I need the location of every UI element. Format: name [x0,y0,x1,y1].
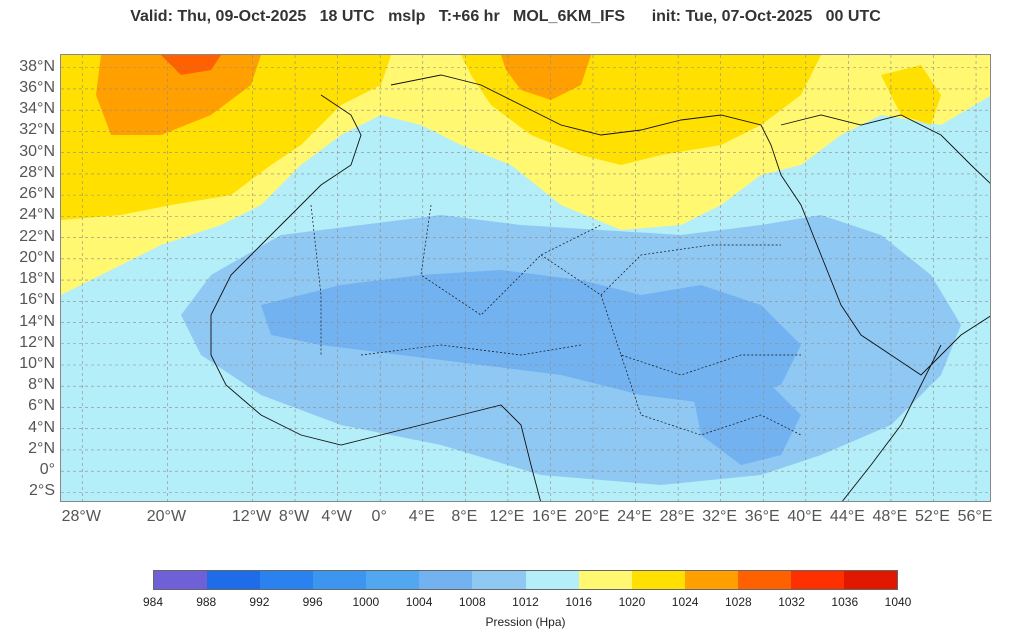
colorbar-segment [684,571,738,589]
longitude-label: 12°W [231,508,272,525]
latitude-label: 2°N [28,439,55,457]
colorbar-segment [366,571,420,589]
longitude-label: 40°E [787,508,823,525]
colorbar-tick-label: 1024 [671,595,699,609]
latitude-label: 28°N [19,163,55,181]
latitude-label: 14°N [19,312,55,330]
latitude-label: 24°N [19,206,55,224]
latitude-label: 16°N [19,291,55,309]
longitude-label: 8°W [278,508,310,525]
pressure-map[interactable] [60,54,991,502]
latitude-label: 34°N [19,100,55,118]
latitude-label: 26°N [19,185,55,203]
colorbar-tick-label: 1016 [565,595,593,609]
longitude-label: 44°E [829,508,865,525]
longitude-label: 12°E [489,508,525,525]
colorbar-segment [790,571,845,589]
latitude-label: 12°N [19,333,55,351]
colorbar-segment [578,571,632,589]
colorbar-tick-label: 1040 [884,595,912,609]
latitude-label: 6°N [28,397,55,415]
colorbar-tick-label: 1028 [724,595,752,609]
colorbar-segment [472,571,526,589]
latitude-label: 20°N [19,248,55,266]
map-title: Valid: Thu, 09-Oct-2025 18 UTC mslp T:+6… [130,8,881,25]
pressure-field [61,55,990,501]
latitude-label: 4°N [28,418,55,436]
colorbar-tick-label: 1032 [778,595,805,609]
colorbar-segment [207,571,261,589]
colorbar-segment [419,571,473,589]
colorbar-tick-label: 984 [142,595,164,609]
colorbar-tick-label: 992 [249,595,270,609]
latitude-label: 18°N [19,270,55,288]
colorbar-tick-label: 1008 [458,595,486,609]
longitude-label: 0° [371,508,387,525]
longitude-label: 4°W [321,508,352,525]
latitude-label: 0° [39,461,55,479]
colorbar-tick-label: 1020 [618,595,646,609]
colorbar-segment [525,571,579,589]
longitude-label: 20°W [146,508,187,525]
longitude-label: 28°W [61,508,101,525]
colorbar-tick-label: 1036 [831,595,859,609]
colorbar-segment [844,571,898,589]
colorbar-tick-label: 1000 [352,595,380,609]
colorbar-segment [260,571,314,589]
colorbar-tick-label: 996 [302,595,323,609]
latitude-label: 36°N [19,78,55,96]
colorbar-label: Pression (Hpa) [485,615,566,629]
colorbar-segment [631,571,685,589]
longitude-label: 20°E [574,508,610,525]
colorbar [153,570,898,590]
colorbar-segment [154,571,208,589]
longitude-label: 48°E [872,508,908,525]
colorbar-tick-label: 1012 [512,595,539,609]
latitude-label: 10°N [19,354,55,372]
colorbar-tick-label: 988 [196,595,217,609]
longitude-label: 16°E [532,508,567,525]
longitude-label: 24°E [617,508,652,525]
longitude-label: 8°E [451,508,478,525]
latitude-label: 32°N [19,121,55,139]
latitude-label: 2°S [29,482,55,500]
longitude-label: 4°E [408,508,435,525]
longitude-label: 52°E [915,508,950,525]
colorbar-tick-label: 1004 [405,595,433,609]
latitude-label: 22°N [19,227,55,245]
latitude-label: 38°N [19,57,55,75]
latitude-label: 30°N [19,142,55,160]
longitude-label: 32°E [702,508,738,525]
colorbar-segment [313,571,367,589]
longitude-label: 56°E [957,508,993,525]
colorbar-segment [737,571,791,589]
longitude-label: 36°E [744,508,780,525]
latitude-label: 8°N [28,376,55,394]
longitude-label: 28°E [659,508,695,525]
